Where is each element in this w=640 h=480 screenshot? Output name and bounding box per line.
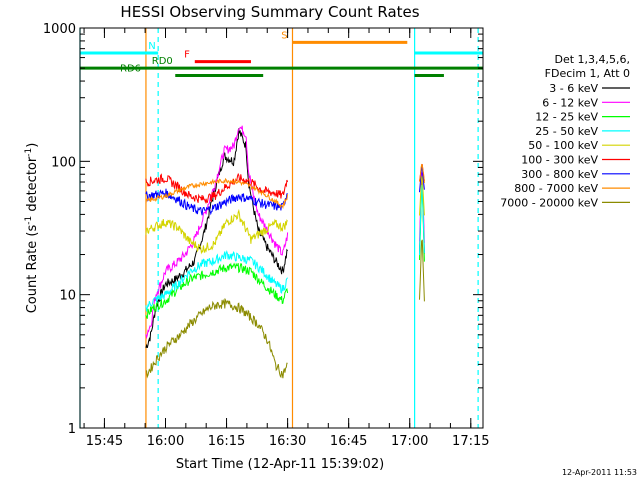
flag-f-label: F bbox=[184, 50, 190, 61]
legend-entry-3-6-kev: 3 - 6 keV bbox=[549, 82, 598, 95]
plot-frame bbox=[79, 27, 484, 429]
legend: Det 1,3,4,5,6, FDecim 1, Att 0 3 - 6 keV… bbox=[500, 53, 630, 209]
legend-title-1: Det 1,3,4,5,6, bbox=[554, 53, 630, 66]
legend-title-2: FDecim 1, Att 0 bbox=[545, 67, 630, 80]
y-tick-label: 1000 bbox=[43, 22, 76, 37]
legend-entry-6-12-kev: 6 - 12 keV bbox=[542, 96, 598, 109]
series-50-100-kev-second bbox=[419, 175, 425, 216]
series-300-800-kev-second bbox=[419, 164, 425, 193]
chart-title: HESSI Observing Summary Count Rates bbox=[120, 3, 419, 21]
flag-rd0-label: RD0 bbox=[152, 56, 173, 67]
series-100-300-kev bbox=[145, 172, 289, 204]
series-800-7000-kev-second bbox=[419, 163, 425, 184]
legend-entry-300-800-kev: 300 - 800 keV bbox=[521, 168, 598, 181]
y-axis-ticks: 1 10 100 1000 bbox=[43, 22, 483, 437]
x-tick-label: 16:15 bbox=[208, 434, 245, 449]
series-7000-20000-kev bbox=[145, 297, 288, 379]
y-tick-label: 10 bbox=[59, 289, 76, 304]
footer-timestamp: 12-Apr-2011 11:53 bbox=[562, 468, 637, 477]
x-tick-label: 17:15 bbox=[452, 434, 489, 449]
observing-flags: N F S RD0 RD6 bbox=[80, 30, 483, 78]
series-800-7000-kev bbox=[145, 177, 289, 209]
flag-s-label: S bbox=[281, 30, 287, 41]
legend-entry-50-100-kev: 50 - 100 keV bbox=[528, 139, 598, 152]
x-tick-label: 16:00 bbox=[147, 434, 184, 449]
series-25-50-kev-second bbox=[419, 184, 425, 256]
series-50-100-kev bbox=[145, 208, 288, 255]
series-12-25-kev bbox=[145, 262, 289, 319]
legend-entry-800-7000-kev: 800 - 7000 keV bbox=[514, 182, 598, 195]
flag-rd6-label: RD6 bbox=[120, 64, 141, 75]
series-300-800-kev bbox=[145, 188, 288, 216]
legend-entry-12-25-kev: 12 - 25 keV bbox=[535, 111, 598, 124]
legend-entry-25-50-kev: 25 - 50 keV bbox=[535, 125, 598, 138]
x-tick-label: 17:00 bbox=[391, 434, 428, 449]
y-tick-label: 1 bbox=[68, 422, 76, 437]
x-tick-label: 16:30 bbox=[269, 434, 306, 449]
count-rate-series bbox=[145, 125, 425, 379]
x-tick-label: 15:45 bbox=[86, 434, 123, 449]
series-25-50-kev bbox=[145, 250, 288, 312]
y-axis-label: Count Rate (s-1 detector-1) bbox=[24, 143, 40, 314]
series-7000-20000-kev-second bbox=[419, 239, 425, 302]
flag-n-label: N bbox=[148, 41, 155, 52]
x-axis-label: Start Time (12-Apr-11 15:39:02) bbox=[176, 457, 384, 472]
x-axis-ticks: 15:45 16:00 16:15 16:30 16:45 17:00 17:15 bbox=[83, 28, 490, 449]
y-tick-label: 100 bbox=[51, 155, 76, 170]
legend-entry-100-300-kev: 100 - 300 keV bbox=[521, 154, 598, 167]
legend-entry-7000-20000-kev: 7000 - 20000 keV bbox=[500, 196, 598, 209]
x-tick-label: 16:45 bbox=[330, 434, 367, 449]
